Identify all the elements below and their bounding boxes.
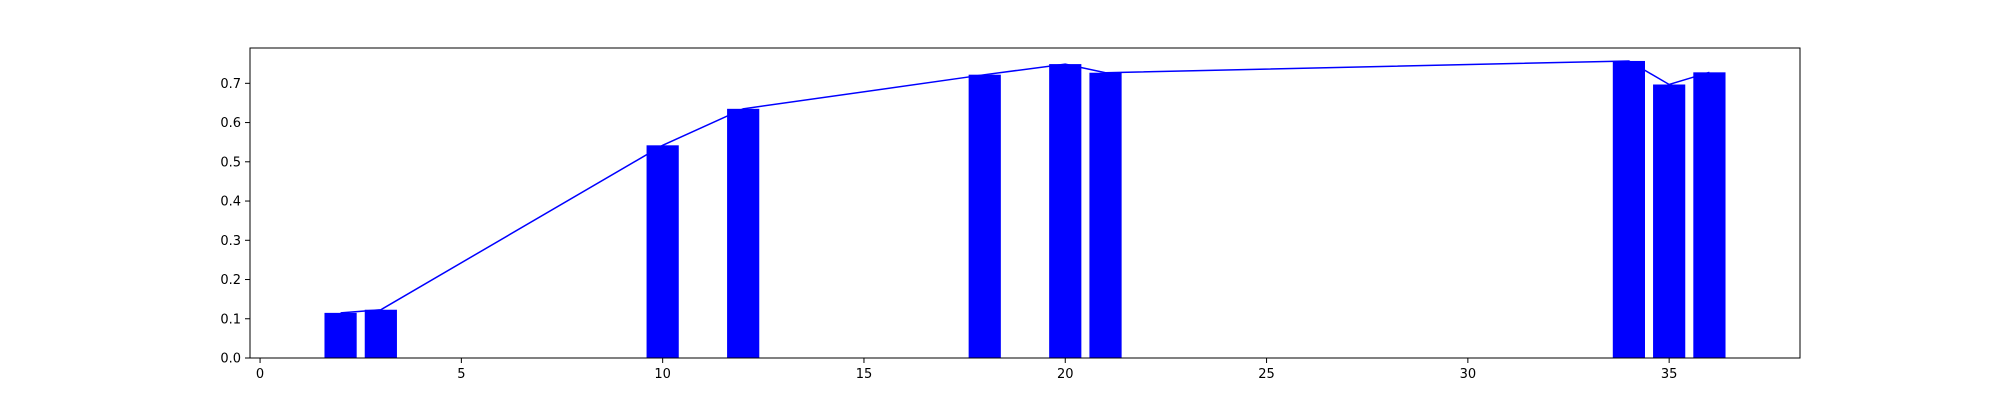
y-axis-ticks: 0.0 0.1 0.2 0.3 0.4 0.5 0.6 0.7 — [220, 77, 250, 367]
y-tick-label: 0.3 — [220, 234, 241, 249]
bar-4 — [968, 74, 1001, 359]
x-axis-ticks: 0 5 10 15 20 25 30 35 — [256, 358, 1678, 382]
plot-area-frame — [249, 47, 1801, 359]
bar-3 — [727, 108, 760, 358]
x-tick-label: 30 — [1460, 367, 1477, 382]
x-tick-label: 10 — [654, 367, 671, 382]
y-tick-label: 0.6 — [220, 116, 241, 131]
x-tick-label: 35 — [1661, 367, 1678, 382]
y-tick-label: 0.2 — [220, 273, 241, 288]
x-tick-label: 0 — [256, 367, 264, 382]
bar-8 — [1653, 84, 1686, 359]
y-tick-label: 0.7 — [220, 77, 241, 92]
bar-9 — [1693, 72, 1726, 359]
line-layer — [340, 60, 1710, 314]
x-tick-label: 25 — [1258, 367, 1275, 382]
x-tick-label: 20 — [1057, 367, 1074, 382]
x-tick-label: 15 — [856, 367, 873, 382]
x-tick-label: 5 — [457, 367, 465, 382]
bar-2 — [646, 145, 679, 358]
y-tick-label: 0.5 — [220, 155, 241, 170]
bar-7 — [1612, 60, 1645, 358]
y-tick-label: 0.1 — [220, 312, 241, 327]
series-line — [340, 60, 1710, 314]
bar-0 — [324, 312, 357, 358]
y-tick-label: 0.0 — [220, 352, 241, 367]
bar-1 — [364, 309, 397, 358]
bar-6 — [1089, 72, 1122, 358]
y-tick-label: 0.4 — [220, 195, 241, 210]
bars-layer — [324, 60, 1726, 359]
bar-5 — [1049, 64, 1082, 358]
